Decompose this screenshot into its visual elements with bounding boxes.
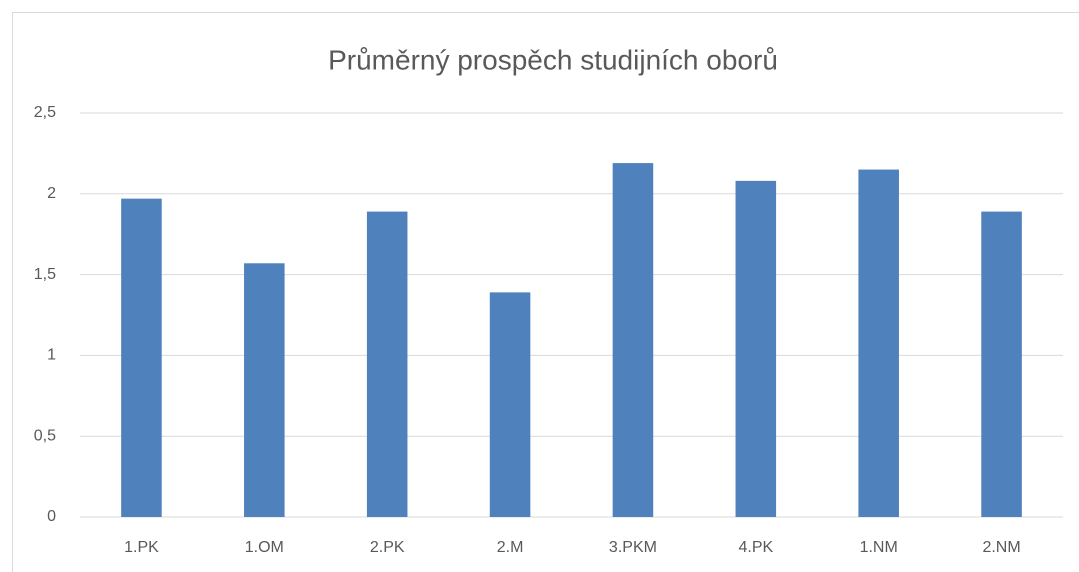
x-tick-label: 2.NM [982,539,1020,556]
x-tick-label: 1.OM [245,539,284,556]
y-tick-label: 0 [47,508,56,525]
y-tick-label: 1,5 [34,266,56,283]
y-tick-label: 1 [47,347,56,364]
bar [121,198,162,517]
x-tick-label: 4.PK [738,539,773,556]
bar [489,292,531,517]
bar [366,211,408,518]
chart-border [12,12,1079,572]
bar [981,211,1022,518]
x-tick-label: 2.M [497,539,524,556]
bar [858,169,899,517]
bar [612,163,654,517]
x-tick-label: 1.NM [860,539,898,556]
chart-title: Průměrný prospěch studijních oborů [328,44,778,75]
bar [244,263,285,517]
y-tick-label: 2,5 [34,104,56,121]
x-tick-label: 3.PKM [609,539,657,556]
x-tick-label: 2.PK [370,539,405,556]
x-tick-label: 1.PK [124,539,159,556]
y-tick-label: 0,5 [34,427,56,444]
y-tick-label: 2 [47,185,56,202]
bar [735,180,777,517]
